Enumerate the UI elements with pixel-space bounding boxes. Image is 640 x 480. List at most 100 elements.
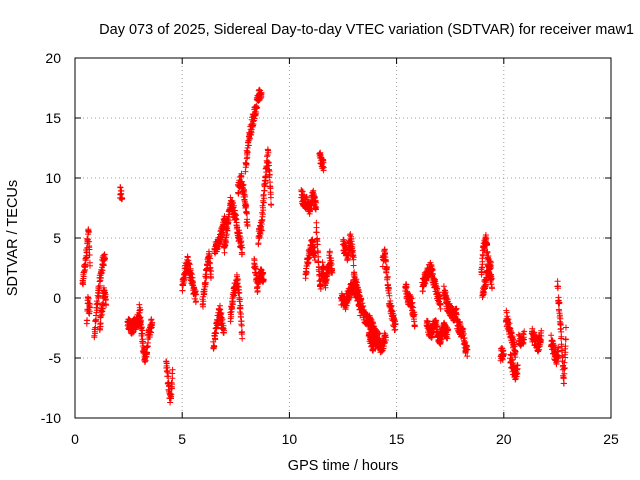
data-point bbox=[211, 343, 218, 350]
data-point bbox=[244, 223, 251, 229]
x-tick-label: 0 bbox=[71, 431, 79, 447]
data-point bbox=[489, 285, 495, 292]
data-point bbox=[554, 355, 561, 362]
data-point bbox=[382, 337, 389, 343]
data-point bbox=[348, 238, 355, 245]
data-point bbox=[349, 244, 356, 250]
data-point bbox=[340, 236, 347, 243]
data-point bbox=[119, 195, 126, 202]
data-point bbox=[561, 380, 567, 387]
data-point bbox=[207, 255, 214, 262]
data-point bbox=[200, 298, 207, 305]
data-point bbox=[236, 289, 243, 296]
data-point bbox=[503, 309, 510, 316]
data-point bbox=[512, 354, 519, 361]
data-point bbox=[360, 303, 367, 309]
data-point bbox=[85, 229, 92, 236]
data-point bbox=[437, 295, 444, 302]
data-point bbox=[169, 375, 176, 382]
data-point bbox=[562, 349, 569, 356]
data-point bbox=[555, 348, 562, 355]
data-point bbox=[136, 307, 143, 314]
data-point bbox=[188, 271, 195, 278]
data-point bbox=[437, 305, 444, 312]
data-point bbox=[444, 335, 451, 342]
data-point bbox=[481, 245, 488, 252]
data-point bbox=[386, 292, 393, 299]
data-point bbox=[434, 323, 441, 329]
data-point bbox=[500, 350, 507, 357]
data-point bbox=[97, 275, 104, 282]
data-point bbox=[208, 275, 214, 281]
data-point bbox=[488, 275, 495, 282]
data-point bbox=[97, 320, 104, 327]
data-point bbox=[411, 311, 418, 318]
x-tick-label: 5 bbox=[178, 431, 186, 447]
data-point bbox=[538, 327, 545, 334]
data-point bbox=[319, 163, 326, 170]
data-point bbox=[92, 324, 99, 331]
data-point bbox=[165, 373, 172, 380]
data-point bbox=[487, 259, 494, 266]
data-point bbox=[505, 316, 512, 323]
data-point bbox=[92, 330, 99, 337]
chart-title: Day 073 of 2025, Sidereal Day-to-day VTE… bbox=[99, 22, 634, 38]
data-point bbox=[521, 328, 528, 335]
data-point bbox=[445, 326, 452, 333]
data-point bbox=[207, 264, 214, 271]
data-point bbox=[266, 171, 273, 178]
data-point bbox=[86, 246, 93, 253]
data-point bbox=[529, 325, 536, 332]
data-point bbox=[320, 164, 327, 171]
data-point bbox=[93, 316, 100, 323]
data-point bbox=[206, 260, 213, 267]
data-point bbox=[563, 324, 569, 331]
data-point bbox=[440, 283, 447, 290]
data-point bbox=[163, 360, 170, 367]
data-point bbox=[245, 142, 252, 149]
data-point bbox=[553, 361, 560, 368]
data-point bbox=[514, 362, 521, 369]
y-tick-label: 20 bbox=[45, 50, 61, 66]
y-tick-label: -5 bbox=[49, 350, 62, 366]
data-point bbox=[265, 149, 272, 156]
data-point bbox=[208, 268, 215, 275]
data-point bbox=[353, 276, 360, 283]
data-point bbox=[238, 322, 245, 329]
data-point bbox=[234, 276, 241, 283]
data-point bbox=[484, 248, 491, 255]
data-point bbox=[438, 338, 444, 345]
data-point bbox=[168, 391, 175, 398]
data-point bbox=[303, 270, 310, 276]
data-point bbox=[242, 193, 249, 200]
x-tick-label: 20 bbox=[496, 431, 512, 447]
data-point bbox=[484, 241, 491, 248]
data-point bbox=[100, 262, 107, 269]
data-point bbox=[254, 287, 261, 294]
data-point bbox=[419, 288, 426, 295]
data-point bbox=[310, 238, 316, 245]
data-point bbox=[169, 381, 176, 388]
data-point bbox=[260, 270, 267, 277]
data-point bbox=[350, 254, 357, 261]
data-point bbox=[103, 302, 110, 309]
data-point bbox=[315, 248, 321, 255]
data-point bbox=[430, 271, 436, 278]
data-point bbox=[562, 354, 569, 361]
data-point bbox=[86, 252, 93, 258]
data-point bbox=[186, 261, 193, 268]
data-point bbox=[221, 327, 227, 334]
data-point bbox=[239, 244, 246, 251]
data-point bbox=[244, 210, 250, 217]
data-point bbox=[97, 282, 103, 289]
y-tick-label: 15 bbox=[45, 110, 61, 126]
data-point bbox=[139, 330, 146, 337]
data-point bbox=[264, 153, 270, 160]
x-tick-labels: 0 5 10 15 20 25 bbox=[71, 431, 619, 447]
data-point bbox=[238, 170, 245, 177]
data-point bbox=[228, 313, 235, 320]
data-point bbox=[258, 89, 265, 96]
data-point bbox=[212, 336, 219, 343]
data-point bbox=[200, 303, 206, 310]
data-point bbox=[425, 274, 432, 281]
